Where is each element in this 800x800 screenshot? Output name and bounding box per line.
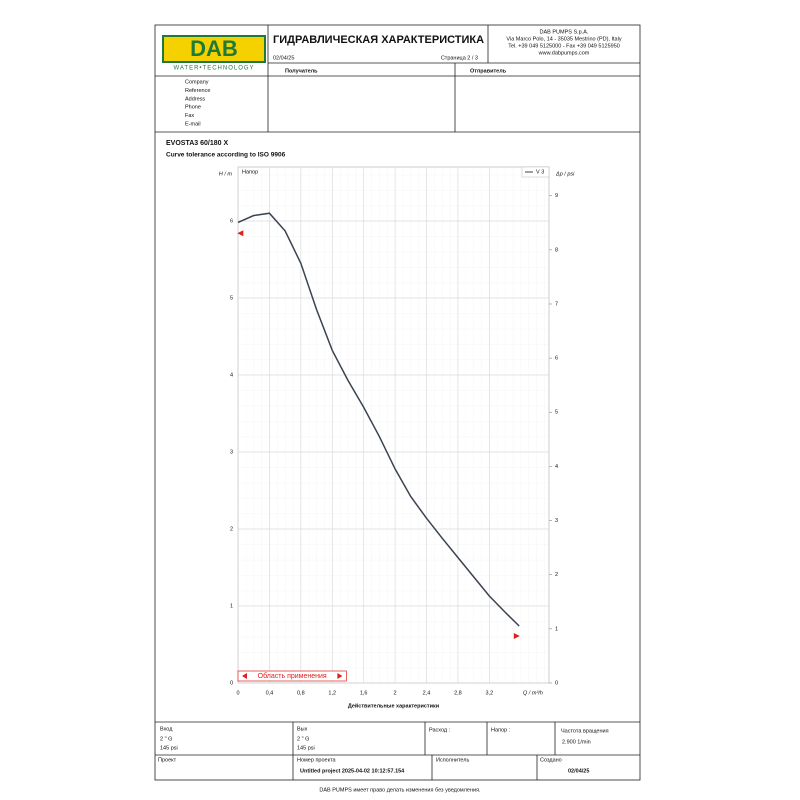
outlet: Вых (297, 726, 308, 732)
inlet-value: 2 " G (160, 736, 172, 742)
application-range (237, 670, 347, 682)
x-tick-label: 2,4 (423, 690, 431, 696)
page-number: Страница 2 / 3 (441, 55, 478, 61)
frame (154, 24, 641, 781)
legend-entry: V 3 (536, 169, 544, 175)
y2-tick-label: 8 (555, 247, 558, 253)
x-tick-label: 1,6 (360, 690, 368, 696)
x-tick-label: 2 (394, 690, 397, 696)
plot-area (237, 166, 550, 684)
y2-tick-label: 7 (555, 301, 558, 307)
project-number: Untitled project 2025-04-02 10:12:57.154 (300, 768, 405, 774)
chart: 0 0,4 0,8 1,2 1,6 2 2,4 2,8 3,2 0 1 2 3 4 5 6 0 1 2 3 4 5 6 7 8 9… (219, 166, 575, 709)
contact-field: Phone (185, 105, 201, 111)
y2-tick-label: 1 (555, 626, 558, 632)
y-axis-label: H / m (219, 171, 233, 177)
footer: DAB PUMPS имеет право делать изменения б… (319, 787, 481, 793)
y2-tick-label: 4 (555, 464, 558, 470)
y-tick-label: 5 (230, 295, 233, 301)
contact-field: Reference (185, 88, 210, 94)
y2-tick-label: 0 (555, 680, 558, 686)
company-line: Tel. +39 049 5125000 - Fax +39 049 51259… (508, 43, 620, 49)
x-tick-label: 0,4 (266, 690, 274, 696)
logo: DAB (190, 36, 238, 61)
recipient: Получатель (285, 68, 318, 74)
inlet-value: 145 psi (160, 745, 178, 751)
contact-field: E-mail (185, 121, 201, 127)
y-tick-label: 0 (230, 680, 233, 686)
date: 02/04/25 (273, 55, 294, 61)
curve (237, 212, 520, 627)
legend-box (521, 166, 550, 178)
title: ГИДРАВЛИЧЕСКАЯ ХАРАКТЕРИСТИКА (273, 34, 484, 46)
y-tick-label: 6 (230, 218, 233, 224)
speed-value: 2.900 1/min (562, 739, 591, 745)
y-tick-label: 4 (230, 372, 233, 378)
x-axis-label: Действительные характеристики (348, 702, 439, 709)
x-tick-label: 2,8 (454, 690, 462, 696)
project-label: Проект (158, 757, 177, 763)
project-number-label: Номер проекта (297, 757, 337, 763)
contact-field: Address (185, 96, 205, 102)
y-tick-label: 1 (230, 603, 233, 609)
y2-tick-label: 2 (555, 572, 558, 578)
x-axis-unit: Q / m³/h (523, 690, 543, 696)
y2-axis-label: Δp / psi (555, 171, 575, 177)
logo-box (162, 35, 266, 63)
y2-tick-label: 6 (555, 356, 558, 362)
product-name: EVOSTA3 60/180 X (166, 140, 228, 147)
company-line: www.dabpumps.com (538, 50, 590, 56)
company-line: DAB PUMPS S.p.A. (540, 29, 589, 35)
contact-fields: Company Reference Address Phone Fax E-mail (185, 79, 210, 127)
y-tick-label: 2 (230, 526, 233, 532)
created: 02/04/25 (568, 768, 589, 774)
x-tick-label: 0,8 (297, 690, 305, 696)
logo-subtitle: WATER•TECHNOLOGY (173, 66, 254, 72)
application-range-label: Область применения (258, 672, 327, 680)
y2-tick-label: 3 (555, 518, 558, 524)
contact-field: Company (185, 79, 209, 85)
chart-title: Напор (242, 169, 258, 175)
flow: Расход : (429, 727, 451, 733)
author-label: Исполнитель (436, 757, 469, 763)
company-block: DAB PUMPS S.p.A.Via Marco Polo, 14 - 350… (506, 29, 621, 56)
company-line: Via Marco Polo, 14 - 35035 Mestrino (PD)… (506, 36, 621, 42)
y-tick-label: 3 (230, 449, 233, 455)
y2-tick-label: 5 (555, 410, 558, 416)
x-tick-label: 0 (236, 690, 239, 696)
tolerance-marker (237, 230, 244, 237)
outlet-value: 2 " G (297, 736, 309, 742)
tolerance-marker (513, 633, 520, 640)
head: Напор : (491, 727, 511, 733)
product-subtitle: Curve tolerance according to ISO 9906 (166, 152, 286, 159)
speed: Частота вращения (561, 728, 609, 734)
x-tick-label: 1,2 (328, 690, 336, 696)
created-label: Создано (540, 757, 562, 763)
contact-field: Fax (185, 113, 194, 119)
sender: Отправитель (470, 68, 507, 74)
outlet-value: 145 psi (297, 745, 315, 751)
y2-tick-label: 9 (555, 193, 558, 199)
x-tick-label: 3,2 (485, 690, 493, 696)
inlet: Вход (160, 726, 173, 732)
